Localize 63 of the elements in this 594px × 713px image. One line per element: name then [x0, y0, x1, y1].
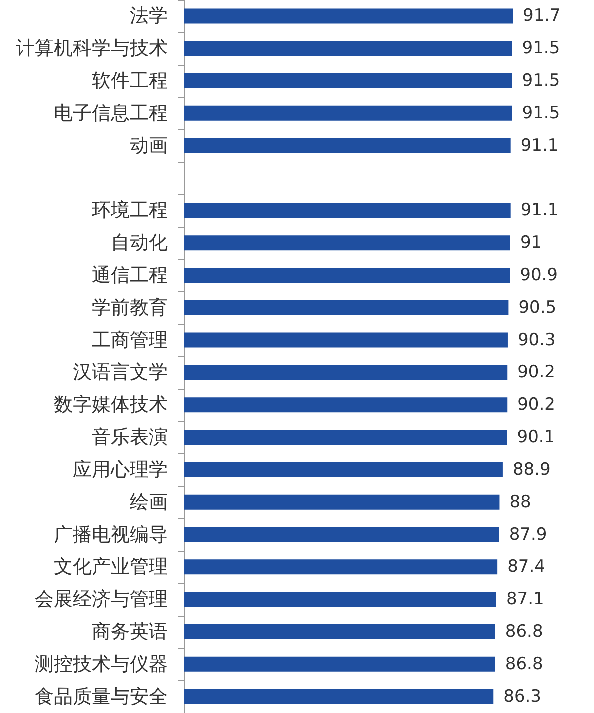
bar: [184, 494, 500, 510]
data-label: 86.3: [504, 686, 542, 707]
y-tick-label: 自动化: [111, 232, 168, 254]
bar: [184, 592, 496, 608]
bar: [184, 74, 512, 89]
y-tick-label: 广播电视编导: [54, 524, 168, 546]
bar: [184, 8, 513, 24]
y-tick-label: 工商管理: [92, 329, 168, 352]
y-tick-label: 学前教育: [92, 296, 168, 319]
data-label: 87.1: [506, 590, 544, 610]
data-label: 86.8: [505, 622, 544, 642]
bar: [184, 365, 508, 380]
data-label: 91.1: [520, 136, 559, 156]
data-label: 91.5: [522, 103, 560, 124]
data-label: 88: [510, 492, 532, 512]
y-tick-label: 数字媒体技术: [54, 394, 168, 416]
data-label: 90.2: [518, 395, 556, 416]
data-label: 91.7: [523, 6, 561, 26]
data-label: 86.8: [505, 654, 544, 674]
bar: [184, 527, 500, 542]
data-label: 90.2: [518, 362, 556, 383]
y-tick-label: 通信工程: [92, 264, 168, 286]
y-tick-label: 绘画: [130, 491, 168, 514]
y-tick-label: 文化产业管理: [54, 556, 168, 578]
bar: [184, 138, 511, 154]
y-tick-label: 商务英语: [92, 620, 168, 643]
y-tick-label: 动画: [130, 134, 168, 157]
data-label: 90.1: [517, 428, 556, 448]
y-tick-label: 音乐表演: [92, 426, 168, 449]
bar: [184, 624, 496, 640]
data-label: 87.9: [509, 524, 548, 545]
data-label: 91: [520, 233, 542, 254]
y-tick-label: 食品质量与安全: [35, 686, 168, 708]
bar: [184, 462, 503, 478]
y-tick-label: 计算机科学与技术: [16, 38, 168, 60]
data-label: 91.5: [522, 71, 560, 92]
bar: [184, 300, 509, 316]
bar: [184, 656, 496, 672]
y-tick-label: 法学: [130, 5, 168, 28]
y-tick-label: 测控技术与仪器: [35, 653, 168, 676]
y-tick-label: 电子信息工程: [54, 102, 168, 124]
data-label: 90.3: [518, 330, 556, 350]
bar: [184, 236, 510, 251]
y-tick-label: 应用心理学: [73, 458, 168, 481]
data-label: 87.4: [508, 557, 546, 578]
bar: [184, 689, 494, 704]
data-label: 88.9: [512, 460, 551, 480]
y-tick-label: 软件工程: [92, 70, 168, 92]
y-tick-label: 环境工程: [92, 200, 168, 222]
y-tick-label: 汉语言文学: [73, 362, 168, 384]
bar: [184, 106, 512, 121]
bar: [184, 41, 512, 56]
bar: [184, 560, 498, 575]
bar: [184, 398, 508, 413]
bar: [184, 268, 510, 283]
data-label: 91.1: [520, 200, 559, 221]
bar: [184, 430, 508, 446]
bar: [184, 332, 508, 348]
data-label: 90.9: [520, 265, 558, 286]
bar: [184, 203, 511, 218]
data-label: 91.5: [522, 38, 560, 59]
data-label: 90.5: [518, 298, 557, 318]
y-tick-label: 会展经济与管理: [35, 588, 168, 611]
